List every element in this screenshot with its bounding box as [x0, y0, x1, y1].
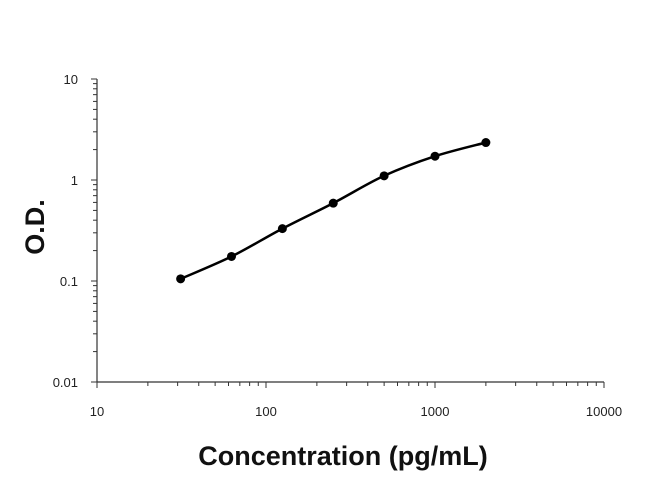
data-point: [481, 138, 491, 148]
data-points: [176, 138, 491, 284]
axis-ticks: [91, 78, 605, 388]
data-point: [277, 224, 287, 234]
y-tick-label: 0.1: [60, 274, 78, 289]
data-point: [328, 198, 338, 208]
x-tick-label: 100: [255, 404, 277, 419]
x-tick-label: 1000: [421, 404, 450, 419]
axes: [96, 79, 604, 383]
data-point: [379, 171, 389, 181]
data-point: [227, 251, 237, 261]
y-axis-title: O.D.: [20, 199, 50, 255]
tick-labels: 10 100 1000 10000 0.01 0.1 1 10: [53, 72, 622, 419]
fit-curve: [180, 141, 487, 281]
y-tick-label: 10: [64, 72, 78, 87]
y-tick-label: 1: [71, 173, 78, 188]
x-axis-title: Concentration (pg/mL): [198, 441, 487, 471]
y-tick-label: 0.01: [53, 375, 78, 390]
data-point: [430, 151, 440, 161]
x-tick-label: 10000: [586, 404, 622, 419]
x-tick-label: 10: [90, 404, 104, 419]
data-point: [176, 274, 186, 284]
